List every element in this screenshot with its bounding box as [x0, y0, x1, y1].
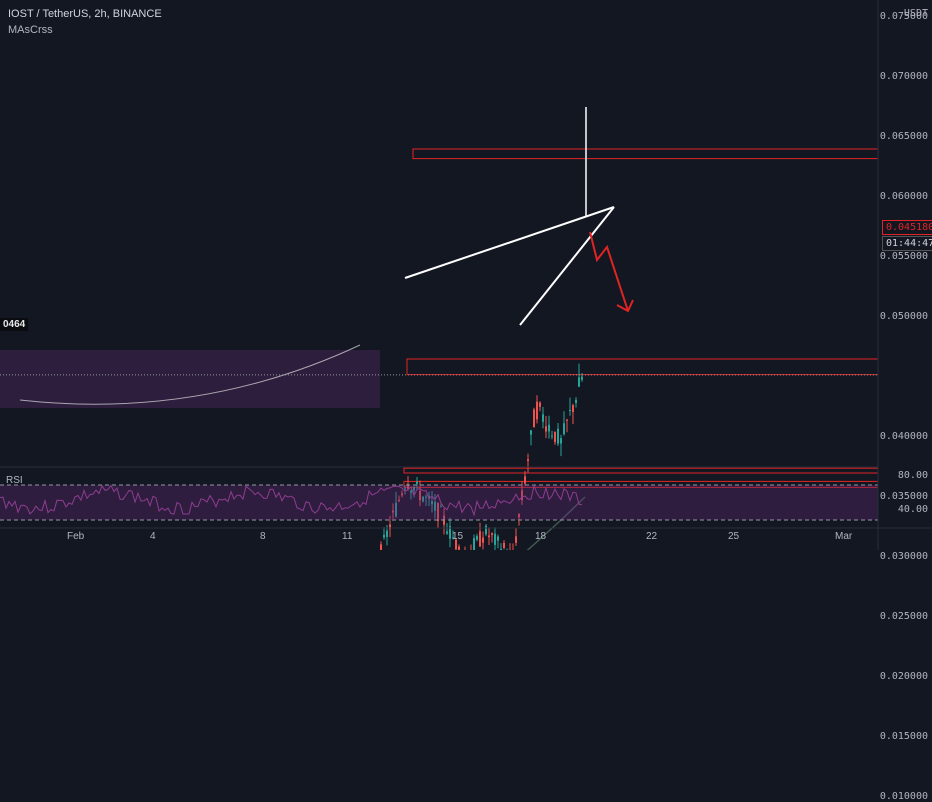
candle-body [551, 436, 553, 437]
date-tick-label: 8 [260, 531, 266, 542]
price-tick-label: 0.030000 [880, 551, 928, 562]
candle-body [557, 429, 559, 444]
chart-root: IOST / TetherUS, 2h, BINANCE MAsCrss USD… [0, 0, 932, 550]
candle-body [488, 535, 490, 537]
candle-body [491, 533, 493, 535]
candle-body [494, 534, 496, 545]
price-chart[interactable] [0, 0, 932, 550]
candle-body [539, 403, 541, 407]
price-tick-label: 0.015000 [880, 731, 928, 742]
candle-body [515, 536, 517, 543]
last-price-tag: 0.045180 [882, 220, 932, 235]
price-tick-label: 0.065000 [880, 131, 928, 142]
candle-body [569, 410, 571, 411]
date-tick-label: 15 [452, 531, 463, 542]
candle-body [572, 405, 574, 412]
projection-arrow [590, 232, 628, 311]
resistance-zone [407, 359, 878, 375]
price-tick-label: 0.055000 [880, 251, 928, 262]
candle-body [479, 531, 481, 546]
price-tick-label: 0.010000 [880, 791, 928, 802]
candle-body [527, 459, 529, 461]
candle-body [485, 526, 487, 534]
indicator-name: MAsCrss [8, 24, 53, 36]
countdown-tag: 01:44:47 [882, 236, 932, 251]
candle-body [524, 476, 526, 483]
price-tick-label: 0.040000 [880, 431, 928, 442]
rsi-band [0, 485, 878, 520]
candle-body [533, 409, 535, 427]
candle-body [566, 420, 568, 421]
candle-body [560, 438, 562, 443]
rsi-upper-label: 80.00 [898, 470, 928, 481]
rsi-label: RSI [6, 475, 23, 486]
candle-body [416, 482, 418, 484]
candle-body [482, 538, 484, 543]
candle-body [497, 536, 499, 540]
range-box [0, 350, 380, 408]
candle-body [386, 531, 388, 537]
candle-body [503, 543, 505, 548]
wedge-upper-line [405, 207, 614, 278]
candle-body [458, 547, 460, 550]
price-tick-label: 0.050000 [880, 311, 928, 322]
resistance-zone [413, 149, 878, 159]
symbol-title: IOST / TetherUS, 2h, BINANCE [8, 8, 162, 20]
candle-body [554, 432, 556, 442]
date-tick-label: 25 [728, 531, 739, 542]
price-tick-label: 0.070000 [880, 71, 928, 82]
candle-body [548, 425, 550, 432]
candle-body [380, 544, 382, 550]
rsi-lower-label: 40.00 [898, 504, 928, 515]
date-tick-label: 18 [535, 531, 546, 542]
candle-body [563, 423, 565, 434]
date-tick-label: 22 [646, 531, 657, 542]
candle-body [536, 402, 538, 420]
left-price-tag: 0464 [0, 318, 28, 331]
date-tick-label: Feb [67, 531, 84, 542]
date-tick-label: Mar [835, 531, 852, 542]
price-tick-label: 0.075000 [880, 11, 928, 22]
candle-body [383, 535, 385, 538]
candle-body [446, 532, 448, 534]
candle-body [473, 538, 475, 550]
candle-body [530, 430, 532, 434]
price-tick-label: 0.035000 [880, 491, 928, 502]
resistance-zone [404, 468, 878, 473]
candle-body [545, 426, 547, 431]
date-tick-label: 11 [342, 531, 352, 542]
price-tick-label: 0.020000 [880, 671, 928, 682]
candle-body [542, 414, 544, 421]
wedge-lower-line [520, 207, 614, 325]
candle-body [578, 377, 580, 386]
candle-body [476, 536, 478, 540]
candle-body [575, 400, 577, 403]
price-tick-label: 0.025000 [880, 611, 928, 622]
date-tick-label: 4 [150, 531, 156, 542]
price-tick-label: 0.060000 [880, 191, 928, 202]
candle-body [581, 377, 583, 380]
